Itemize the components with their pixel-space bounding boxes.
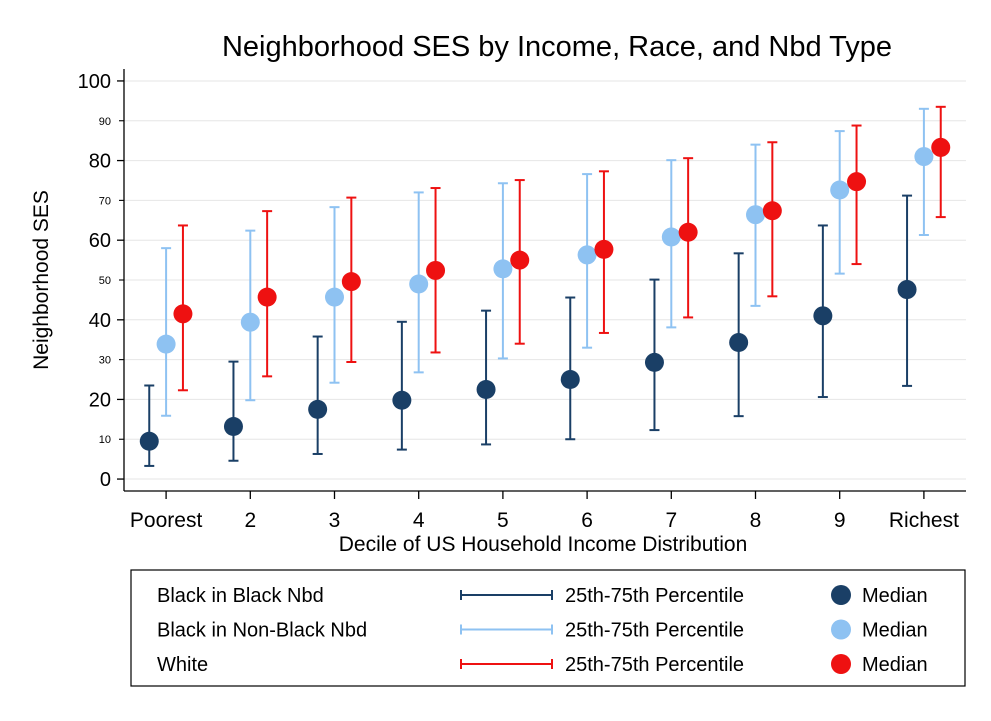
x-axis-label: Decile of US Household Income Distributi… bbox=[339, 533, 748, 556]
y-minor-tick-label: 30 bbox=[99, 355, 111, 367]
median-point-black-in-non-black-nbd bbox=[493, 259, 513, 279]
y-tick-label: 60 bbox=[89, 230, 111, 252]
median-point-white bbox=[594, 239, 614, 259]
median-point-black-in-non-black-nbd bbox=[746, 205, 765, 225]
median-point-white bbox=[678, 222, 698, 242]
y-tick-label: 20 bbox=[89, 389, 111, 411]
x-tick-label: Richest bbox=[889, 509, 959, 532]
median-point-black-in-non-black-nbd bbox=[830, 180, 850, 200]
legend-range-label-black-in-black-nbd: 25th-75th Percentile bbox=[565, 585, 744, 607]
median-point-black-in-black-nbd bbox=[223, 417, 243, 437]
median-point-white bbox=[762, 201, 782, 221]
median-point-black-in-black-nbd bbox=[897, 280, 917, 300]
y-axis-label: Neighborhood SES bbox=[30, 190, 53, 370]
median-point-black-in-non-black-nbd bbox=[409, 274, 429, 294]
legend-median-marker-black-in-non-black-nbd bbox=[831, 619, 851, 640]
y-tick-label: 80 bbox=[89, 151, 111, 173]
x-tick-label: 5 bbox=[497, 509, 509, 532]
y-minor-tick-label: 50 bbox=[99, 275, 111, 287]
x-tick-label: 7 bbox=[665, 509, 677, 532]
legend-median-label-white: Median bbox=[862, 654, 928, 676]
median-point-white bbox=[931, 137, 951, 157]
x-tick-label: 6 bbox=[581, 509, 593, 532]
legend-label-black-in-black-nbd: Black in Black Nbd bbox=[157, 585, 324, 607]
median-point-black-in-black-nbd bbox=[139, 431, 159, 451]
y-minor-tick-label: 70 bbox=[99, 195, 111, 207]
median-point-white bbox=[173, 304, 193, 324]
legend-median-label-black-in-non-black-nbd: Median bbox=[862, 620, 928, 642]
y-minor-tick-label: 90 bbox=[99, 116, 111, 128]
median-point-black-in-non-black-nbd bbox=[325, 287, 344, 307]
x-tick-label: 9 bbox=[834, 509, 846, 532]
legend-range-label-white: 25th-75th Percentile bbox=[565, 654, 744, 676]
median-point-black-in-non-black-nbd bbox=[156, 334, 176, 354]
legend-label-black-in-non-black-nbd: Black in Non-Black Nbd bbox=[157, 620, 367, 642]
y-tick-label: 0 bbox=[100, 469, 111, 491]
legend-range-label-black-in-non-black-nbd: 25th-75th Percentile bbox=[565, 620, 744, 642]
median-point-black-in-non-black-nbd bbox=[240, 312, 260, 332]
y-minor-tick-label: 10 bbox=[99, 434, 111, 446]
median-point-black-in-black-nbd bbox=[476, 379, 496, 399]
median-point-white bbox=[847, 172, 867, 192]
median-point-white bbox=[341, 272, 361, 292]
x-tick-label: 3 bbox=[329, 509, 341, 532]
median-point-black-in-non-black-nbd bbox=[914, 147, 934, 167]
legend-median-marker-black-in-black-nbd bbox=[831, 585, 851, 605]
legend-label-white: White bbox=[157, 654, 208, 676]
y-tick-label: 40 bbox=[89, 310, 111, 332]
median-point-black-in-black-nbd bbox=[729, 333, 749, 353]
y-tick-label: 100 bbox=[78, 71, 111, 93]
median-point-black-in-black-nbd bbox=[644, 352, 664, 372]
median-point-black-in-non-black-nbd bbox=[661, 227, 681, 247]
median-point-white bbox=[257, 287, 277, 307]
legend-median-label-black-in-black-nbd: Median bbox=[862, 585, 928, 607]
legend-median-marker-white bbox=[831, 654, 851, 674]
median-point-white bbox=[426, 260, 446, 280]
x-tick-label: 2 bbox=[244, 509, 256, 532]
x-tick-label: Poorest bbox=[130, 509, 203, 532]
x-tick-label: 8 bbox=[750, 509, 762, 532]
median-point-black-in-black-nbd bbox=[392, 390, 412, 410]
median-point-black-in-black-nbd bbox=[560, 370, 580, 390]
legend-box bbox=[130, 569, 966, 687]
median-point-black-in-black-nbd bbox=[813, 306, 833, 326]
median-point-white bbox=[510, 250, 530, 270]
median-point-black-in-non-black-nbd bbox=[577, 245, 597, 265]
x-tick-label: 4 bbox=[413, 509, 425, 532]
median-point-black-in-black-nbd bbox=[308, 399, 328, 419]
chart-title: Neighborhood SES by Income, Race, and Nb… bbox=[222, 31, 892, 63]
